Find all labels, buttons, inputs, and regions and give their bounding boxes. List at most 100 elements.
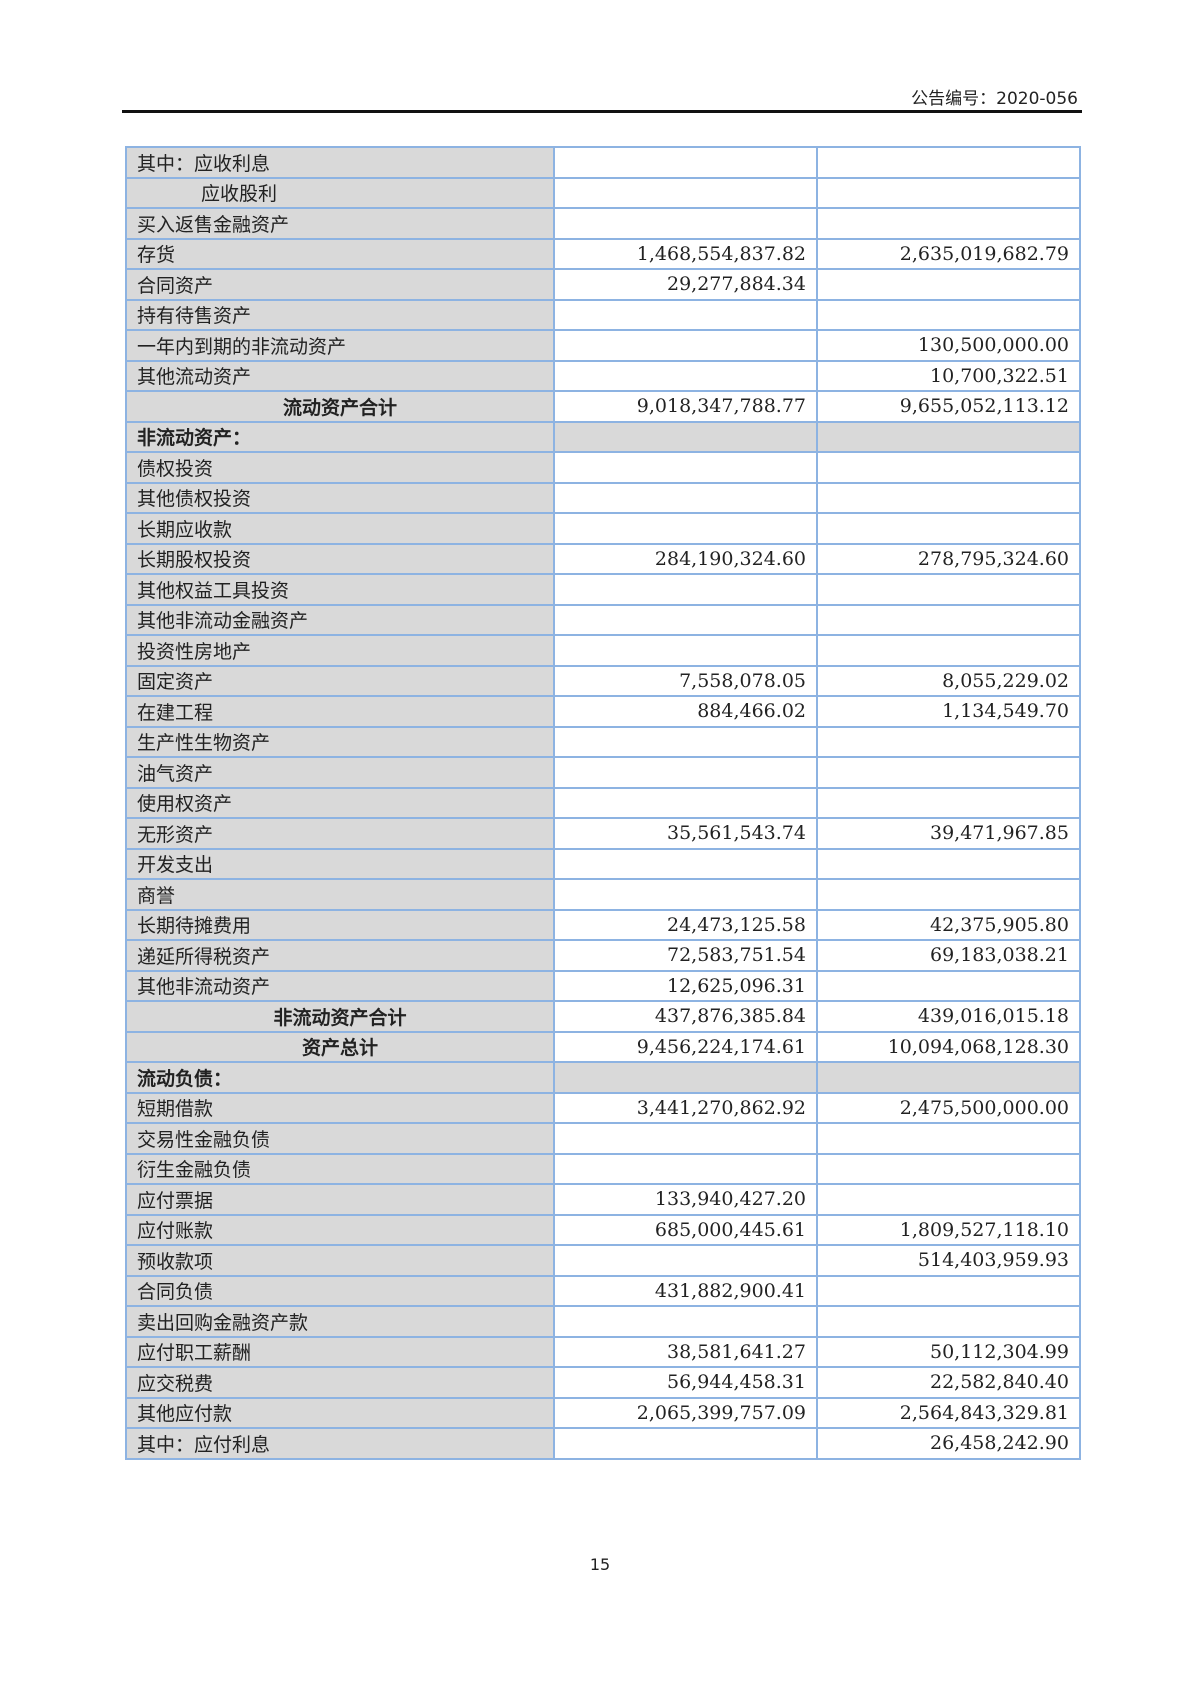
prior-period-value [816,481,1081,514]
prior-period-value [816,1183,1081,1216]
table-row: 债权投资 [125,451,1081,484]
table-row: 卖出回购金融资产款 [125,1305,1081,1338]
table-row: 一年内到期的非流动资产 130,500,000.00 [125,329,1081,362]
row-label: 固定资产 [125,664,555,697]
row-label: 短期借款 [125,1091,555,1124]
total-row: 非流动资产合计 437,876,385.84 439,016,015.18 [125,1000,1081,1033]
prior-period-value: 2,475,500,000.00 [816,1091,1081,1124]
current-period-value [553,481,818,514]
prior-period-value: 22,582,840.40 [816,1366,1081,1399]
row-label: 应付票据 [125,1183,555,1216]
prior-period-value: 2,635,019,682.79 [816,237,1081,270]
row-label: 其他权益工具投资 [125,573,555,606]
table-row: 固定资产 7,558,078.05 8,055,229.02 [125,664,1081,697]
table-row: 应交税费 56,944,458.31 22,582,840.40 [125,1366,1081,1399]
prior-period-value [816,573,1081,606]
table-row: 其中：应付利息 26,458,242.90 [125,1427,1081,1460]
current-period-value [553,1305,818,1338]
current-period-value [553,1122,818,1155]
table-row: 存货 1,468,554,837.82 2,635,019,682.79 [125,237,1081,270]
row-label: 其他应付款 [125,1396,555,1429]
current-period-value: 56,944,458.31 [553,1366,818,1399]
row-label: 无形资产 [125,817,555,850]
total-row: 资产总计 9,456,224,174.61 10,094,068,128.30 [125,1030,1081,1063]
prior-period-value: 2,564,843,329.81 [816,1396,1081,1429]
row-label: 应交税费 [125,1366,555,1399]
prior-period-value: 50,112,304.99 [816,1335,1081,1368]
prior-period-value: 10,094,068,128.30 [816,1030,1081,1063]
prior-period-value [816,298,1081,331]
row-label: 长期待摊费用 [125,908,555,941]
prior-period-value: 39,471,967.85 [816,817,1081,850]
table-row: 应付账款 685,000,445.61 1,809,527,118.10 [125,1213,1081,1246]
table-row: 其他流动资产 10,700,322.51 [125,359,1081,392]
row-label: 流动资产合计 [125,390,555,423]
prior-period-value [816,512,1081,545]
row-label: 长期股权投资 [125,542,555,575]
prior-period-value [816,1122,1081,1155]
current-period-value: 9,018,347,788.77 [553,390,818,423]
row-label: 债权投资 [125,451,555,484]
row-label: 其他非流动资产 [125,969,555,1002]
row-label: 买入返售金融资产 [125,207,555,240]
section-row: 非流动资产： [125,420,1081,453]
current-period-value [553,573,818,606]
row-label: 合同资产 [125,268,555,301]
current-period-value: 284,190,324.60 [553,542,818,575]
prior-period-value [816,786,1081,819]
table-row: 生产性生物资产 [125,725,1081,758]
current-period-value: 35,561,543.74 [553,817,818,850]
row-label: 在建工程 [125,695,555,728]
prior-period-value [816,268,1081,301]
current-period-value [553,634,818,667]
row-label: 持有待售资产 [125,298,555,331]
row-label: 应收股利 [125,176,555,209]
current-period-value [553,878,818,911]
table-row: 交易性金融负债 [125,1122,1081,1155]
table-row: 合同资产 29,277,884.34 [125,268,1081,301]
total-row: 流动资产合计 9,018,347,788.77 9,655,052,113.12 [125,390,1081,423]
prior-period-value: 514,403,959.93 [816,1244,1081,1277]
row-label: 交易性金融负债 [125,1122,555,1155]
current-period-value [553,1061,818,1094]
row-label: 预收款项 [125,1244,555,1277]
current-period-value [553,725,818,758]
current-period-value: 685,000,445.61 [553,1213,818,1246]
current-period-value [553,1427,818,1460]
row-label: 其他流动资产 [125,359,555,392]
table-row: 长期应收款 [125,512,1081,545]
row-label: 衍生金融负债 [125,1152,555,1185]
row-label: 商誉 [125,878,555,911]
prior-period-value [816,207,1081,240]
prior-period-value [816,878,1081,911]
row-label: 开发支出 [125,847,555,880]
current-period-value [553,329,818,362]
table-row: 无形资产 35,561,543.74 39,471,967.85 [125,817,1081,850]
prior-period-value [816,1305,1081,1338]
announcement-number: 公告编号：2020-056 [911,89,1078,109]
prior-period-value [816,725,1081,758]
row-label: 卖出回购金融资产款 [125,1305,555,1338]
prior-period-value [816,176,1081,209]
current-period-value: 884,466.02 [553,695,818,728]
table-row: 其他应付款 2,065,399,757.09 2,564,843,329.81 [125,1396,1081,1429]
row-label: 存货 [125,237,555,270]
table-row: 长期待摊费用 24,473,125.58 42,375,905.80 [125,908,1081,941]
row-label: 使用权资产 [125,786,555,819]
prior-period-value: 1,134,549.70 [816,695,1081,728]
prior-period-value [816,603,1081,636]
table-row: 使用权资产 [125,786,1081,819]
prior-period-value [816,847,1081,880]
current-period-value: 133,940,427.20 [553,1183,818,1216]
prior-period-value [816,1152,1081,1185]
prior-period-value: 69,183,038.21 [816,939,1081,972]
current-period-value: 12,625,096.31 [553,969,818,1002]
prior-period-value [816,1274,1081,1307]
row-label: 油气资产 [125,756,555,789]
header-rule [122,110,1082,113]
current-period-value [553,451,818,484]
row-label: 一年内到期的非流动资产 [125,329,555,362]
prior-period-value [816,634,1081,667]
table-row: 合同负债 431,882,900.41 [125,1274,1081,1307]
current-period-value [553,176,818,209]
